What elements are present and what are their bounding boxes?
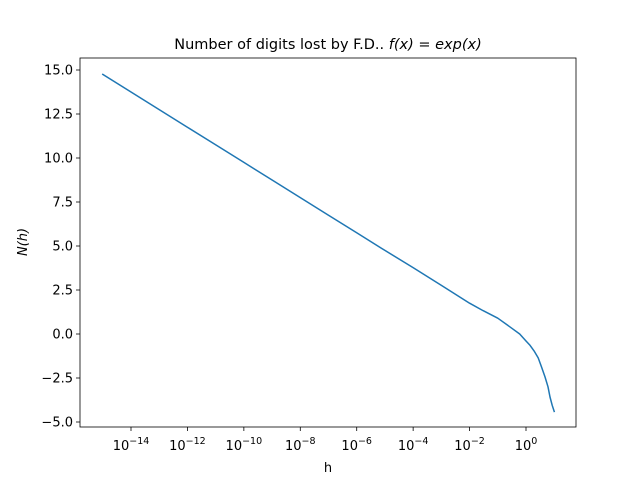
x-axis-ticks: 10−14 10−12 10−10 10−8 10−6 10−4 10−2 100 [113,427,538,454]
x-tick-label: 10−14 [113,436,150,454]
y-tick-label: 7.5 [52,196,73,211]
y-tick-label: 12.5 [44,108,73,123]
x-tick-label: 100 [515,436,538,454]
y-tick-label: 2.5 [52,284,73,299]
x-tick-label: 10−8 [285,436,316,454]
x-tick-label: 10−10 [226,436,263,454]
y-tick-label: 5.0 [52,240,73,255]
chart-title: Number of digits lost by F.D.. f(x) = ex… [174,37,481,53]
y-axis-ticks: 15.0 12.5 10.0 7.5 5.0 2.5 0.0 −2.5 −5.0 [41,64,80,431]
chart-title-math: f(x) = exp(x) [389,37,482,53]
y-axis-label: N(h) [16,228,31,256]
data-series-line [101,73,556,413]
y-tick-label: 15.0 [44,64,73,79]
x-tick-label: 10−12 [169,436,206,454]
x-tick-label: 10−4 [398,436,429,454]
y-tick-label: −2.5 [41,372,73,387]
x-axis-label: h [324,461,332,476]
y-tick-label: −5.0 [41,416,73,431]
x-tick-label: 10−2 [454,436,485,454]
y-tick-label: 0.0 [52,328,73,343]
y-tick-label: 10.0 [44,152,73,167]
x-tick-label: 10−6 [341,436,372,454]
axes-frame [79,57,577,428]
